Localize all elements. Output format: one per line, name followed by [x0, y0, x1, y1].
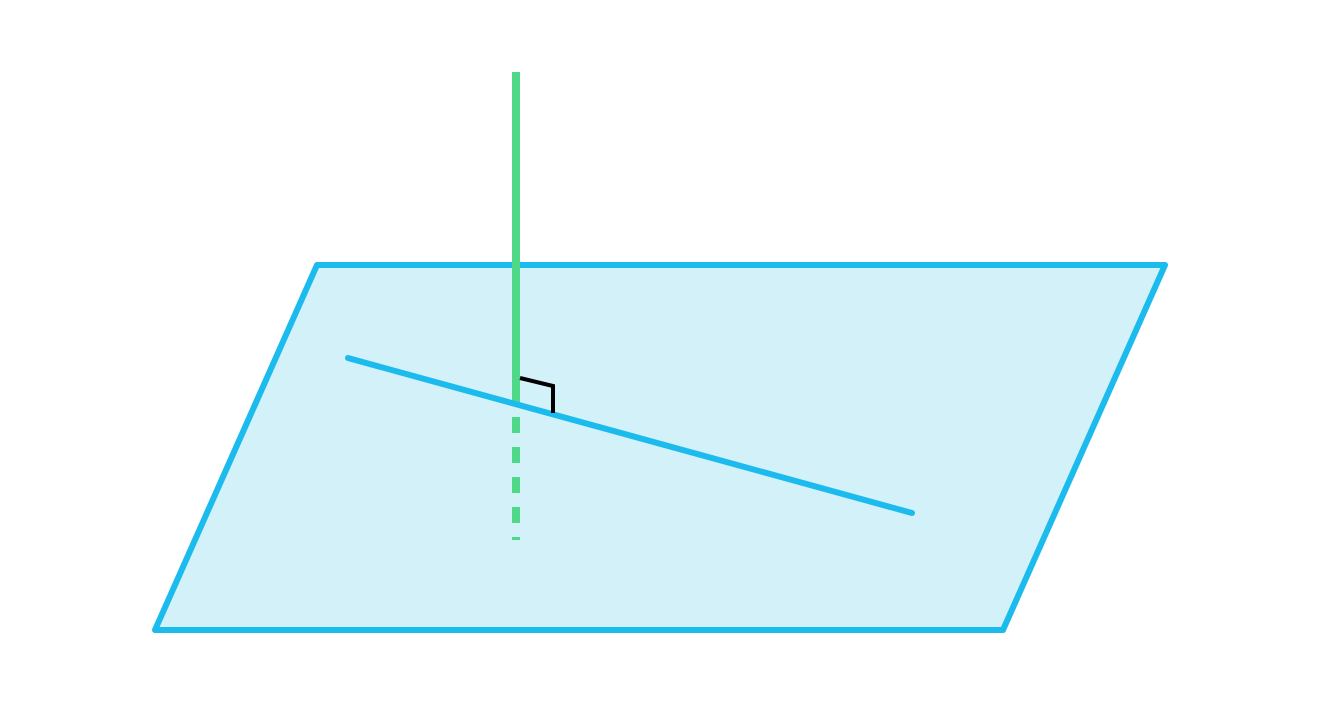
geometry-diagram: [0, 0, 1320, 702]
plane-parallelogram: [155, 265, 1165, 630]
diagram-canvas: [0, 0, 1320, 702]
